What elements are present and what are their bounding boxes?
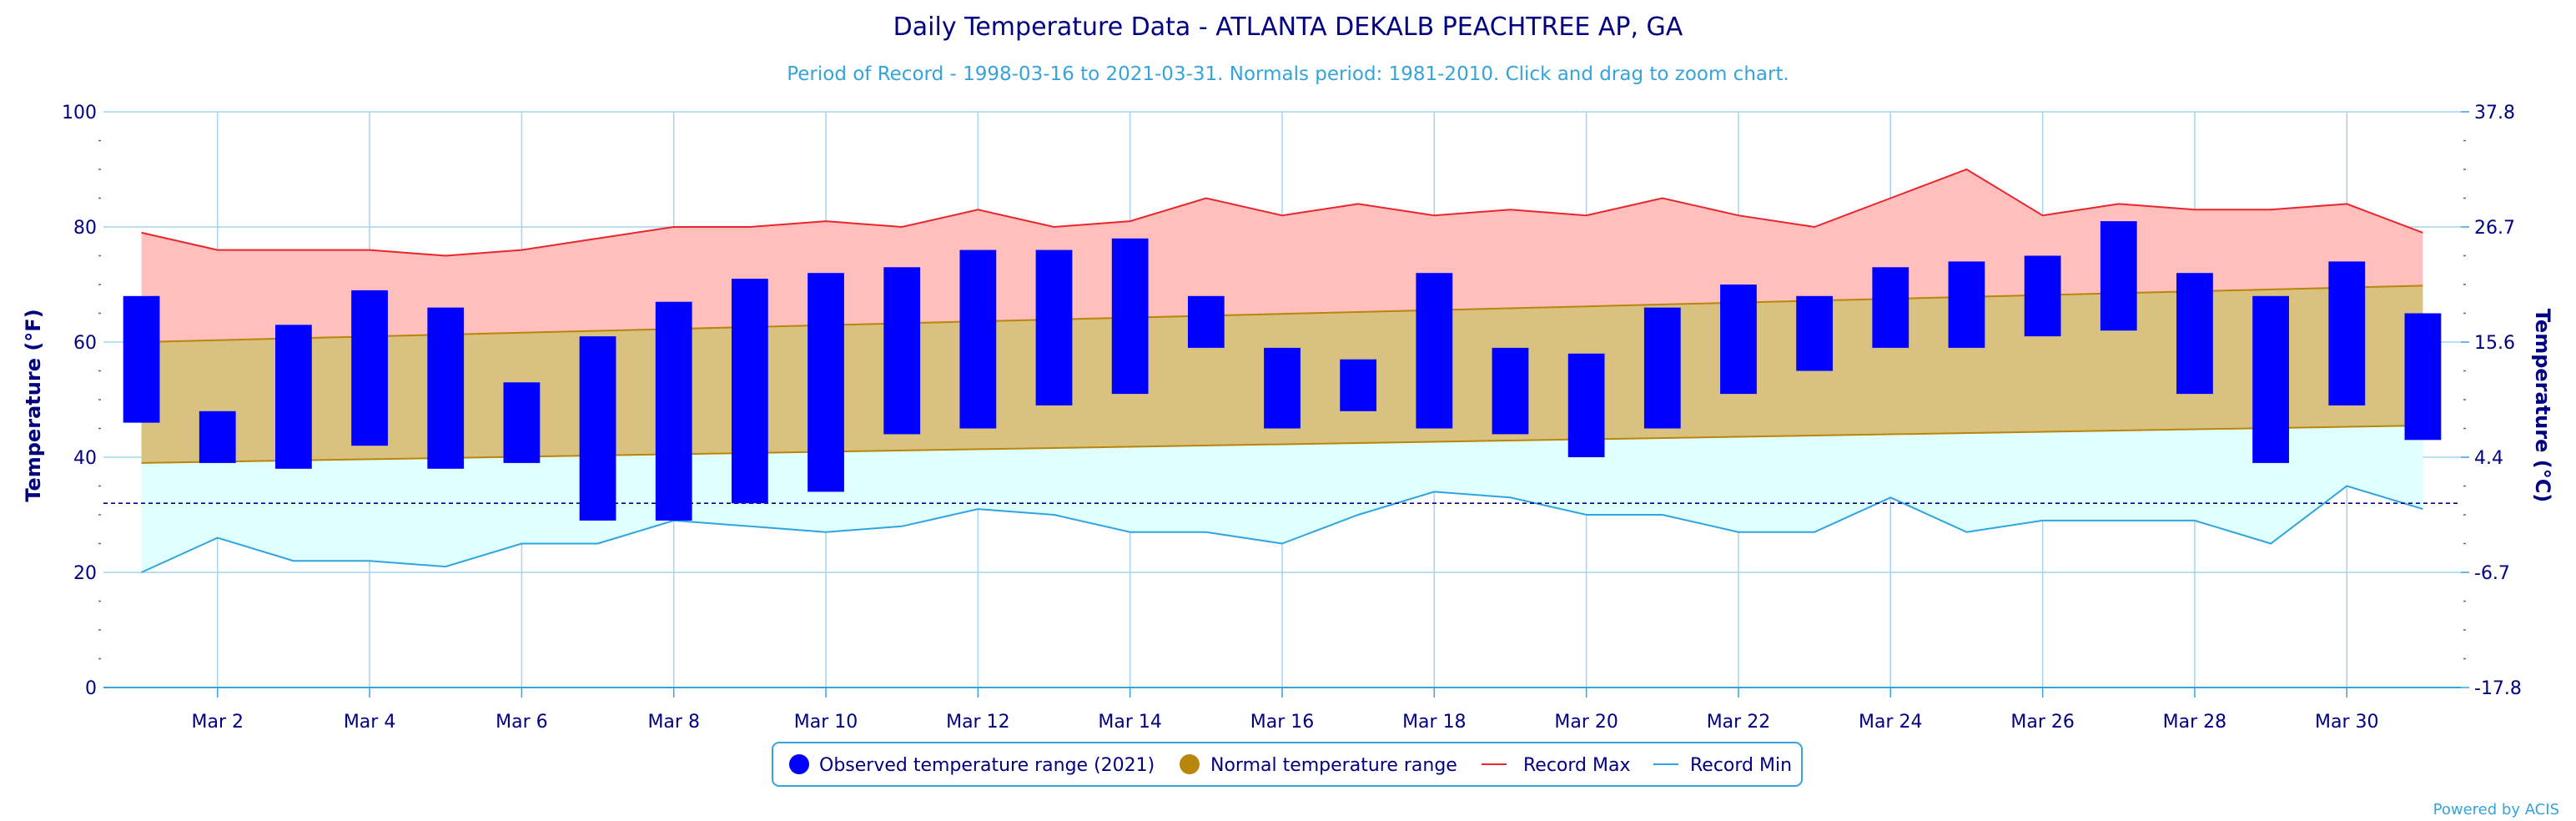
x-tick-label: Mar 12 [946, 712, 1010, 733]
record-max-line [141, 168, 2423, 257]
x-tick-label: Mar 6 [496, 712, 548, 733]
y-tick-label-right: -17.8 [2474, 678, 2522, 699]
observed-bar[interactable] [2176, 273, 2213, 395]
observed-bar[interactable] [1035, 249, 1073, 405]
x-tick-label: Mar 4 [344, 712, 396, 733]
x-tick-label: Mar 2 [191, 712, 244, 733]
legend-item-observed[interactable]: Observed temperature range (2021) [789, 754, 1155, 776]
legend-item-record-max[interactable]: Record Max [1482, 755, 1631, 776]
x-tick-label: Mar 24 [1859, 712, 1923, 733]
observed-bar[interactable] [351, 290, 388, 446]
observed-bar[interactable] [959, 249, 997, 429]
legend-normal-marker [1180, 754, 1200, 774]
record-min-area [141, 426, 2423, 572]
y-axis-ticks-left: 0 20 40 60 80 100 [62, 103, 101, 699]
observed-bar[interactable] [655, 301, 692, 521]
observed-bar[interactable] [1872, 267, 1909, 348]
y-tick-label-right: 37.8 [2474, 103, 2515, 123]
observed-bar[interactable] [1111, 238, 1149, 395]
x-tick-label: Mar 16 [1250, 712, 1315, 733]
observed-bar[interactable] [1187, 295, 1225, 348]
observed-bar[interactable] [275, 325, 312, 469]
y-tick-label-right: 26.7 [2474, 218, 2515, 239]
observed-bar[interactable] [2404, 313, 2442, 441]
observed-bar[interactable] [199, 410, 236, 463]
powered-by-credit[interactable]: Powered by ACIS [2433, 801, 2559, 818]
observed-bar[interactable] [1643, 307, 1681, 429]
observed-bar[interactable] [2328, 261, 2366, 405]
legend-record-max-label: Record Max [1523, 755, 1631, 776]
legend-observed-marker [789, 754, 809, 774]
y-tick-label-left: 80 [73, 218, 97, 239]
legend-normal-label: Normal temperature range [1210, 755, 1457, 776]
observed-bar[interactable] [2024, 255, 2061, 337]
x-axis-ticks: Mar 2 Mar 4 Mar 6 Mar 8 Mar 10 Mar 12 Mar 14 Ma… [191, 688, 2379, 733]
observed-bar[interactable] [1492, 347, 1529, 435]
x-tick-label: Mar 30 [2315, 712, 2379, 733]
y-axis-ticks-right: -17.8 -6.7 4.4 15.6 26.7 37.8 [2461, 103, 2522, 699]
chart-subtitle: Period of Record - 1998-03-16 to 2021-03… [787, 63, 1789, 85]
observed-bar[interactable] [2100, 221, 2137, 331]
y-axis-title-right: Temperature (°C) [2531, 309, 2554, 503]
legend-box [772, 742, 1803, 787]
y-tick-label-left: 20 [73, 563, 97, 584]
x-tick-label: Mar 10 [794, 712, 858, 733]
observed-bar[interactable] [503, 382, 541, 463]
y-tick-label-left: 100 [62, 103, 97, 123]
observed-bar[interactable] [731, 279, 768, 504]
x-tick-label: Mar 26 [2010, 712, 2075, 733]
x-tick-label: Mar 14 [1098, 712, 1162, 733]
x-tick-label: Mar 28 [2163, 712, 2227, 733]
observed-bar[interactable] [1948, 261, 1985, 348]
chart-title: Daily Temperature Data - ATLANTA DEKALB … [893, 13, 1683, 42]
y-tick-label-right: 15.6 [2474, 333, 2515, 354]
y-tick-label-left: 60 [73, 333, 97, 354]
observed-bar[interactable] [1264, 347, 1301, 429]
y-tick-label-left: 40 [73, 448, 97, 469]
observed-bar[interactable] [427, 307, 465, 469]
y-tick-label-right: -6.7 [2474, 563, 2510, 584]
chart-legend: Observed temperature range (2021) Normal… [772, 742, 1803, 787]
observed-bar[interactable] [123, 295, 160, 423]
x-tick-label: Mar 8 [647, 712, 700, 733]
observed-bar[interactable] [1416, 273, 1453, 429]
observed-bar[interactable] [883, 267, 921, 435]
observed-bar[interactable] [1567, 353, 1605, 457]
x-tick-label: Mar 22 [1707, 712, 1771, 733]
y-axis-title-left: Temperature (°F) [22, 309, 45, 501]
legend-item-normal[interactable]: Normal temperature range [1180, 754, 1457, 776]
observed-bars [123, 221, 2442, 521]
legend-item-record-min[interactable]: Record Min [1653, 755, 1792, 776]
x-tick-label: Mar 18 [1402, 712, 1467, 733]
y-tick-label-left: 0 [85, 678, 97, 699]
observed-bar[interactable] [579, 336, 616, 521]
y-tick-label-right: 4.4 [2474, 448, 2503, 469]
observed-bar[interactable] [1720, 285, 1757, 395]
observed-bar[interactable] [2252, 295, 2289, 463]
observed-bar[interactable] [1796, 295, 1834, 371]
observed-bar[interactable] [808, 273, 844, 492]
legend-observed-label: Observed temperature range (2021) [819, 755, 1155, 776]
observed-bar[interactable] [1340, 359, 1377, 411]
record-min-line [141, 485, 2423, 573]
x-tick-label: Mar 20 [1554, 712, 1618, 733]
legend-record-min-label: Record Min [1690, 755, 1792, 776]
